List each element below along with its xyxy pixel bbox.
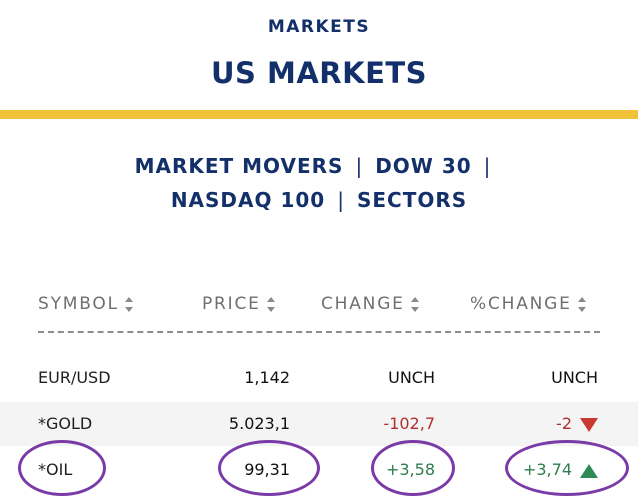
- table-row[interactable]: EUR/USD 1,142 UNCH UNCH: [0, 356, 638, 400]
- column-header-symbol[interactable]: SYMBOL: [38, 294, 133, 314]
- symbol-cell: *OIL: [38, 460, 73, 479]
- gold-divider: [0, 110, 638, 119]
- column-header-label: %CHANGE: [470, 294, 572, 314]
- nav-link-market-movers[interactable]: MARKET MOVERS: [134, 154, 344, 178]
- column-header-label: PRICE: [202, 294, 261, 314]
- nav-separator: |: [483, 154, 492, 178]
- price-cell: 1,142: [244, 368, 290, 387]
- column-header-pct-change[interactable]: %CHANGE: [470, 294, 586, 314]
- column-header-change[interactable]: CHANGE: [321, 294, 419, 314]
- price-cell: 99,31: [244, 460, 290, 479]
- sort-arrows-icon: [577, 296, 586, 312]
- table-row[interactable]: *GOLD 5.023,1 -102,7 -2: [0, 402, 638, 446]
- table-row[interactable]: *OIL 99,31 +3,58 +3,74: [0, 448, 638, 492]
- nav-link-nasdaq-100[interactable]: NASDAQ 100: [170, 188, 326, 212]
- pct-change-value: -2: [556, 414, 572, 433]
- symbol-cell: *GOLD: [38, 414, 93, 433]
- symbol-cell: EUR/USD: [38, 368, 111, 387]
- price-cell: 5.023,1: [228, 414, 290, 433]
- pct-change-cell: UNCH: [551, 368, 598, 387]
- triangle-up-icon: [580, 463, 598, 478]
- market-nav-row-2: NASDAQ 100 | SECTORS: [0, 188, 638, 212]
- change-cell: UNCH: [388, 368, 435, 387]
- column-header-label: SYMBOL: [38, 294, 119, 314]
- column-header-price[interactable]: PRICE: [202, 294, 275, 314]
- nav-link-dow-30[interactable]: DOW 30: [375, 154, 472, 178]
- nav-link-sectors[interactable]: SECTORS: [356, 188, 468, 212]
- pct-change-cell: -2: [556, 414, 598, 433]
- page-title: US MARKETS: [210, 56, 428, 90]
- pct-change-value: +3,74: [522, 460, 572, 479]
- triangle-down-icon: [580, 417, 598, 432]
- sort-arrows-icon: [266, 296, 275, 312]
- header-divider: [38, 331, 600, 333]
- sort-arrows-icon: [124, 296, 133, 312]
- nav-separator: |: [355, 154, 364, 178]
- column-header-label: CHANGE: [321, 294, 405, 314]
- table-header: SYMBOL PRICE CHANGE %CHANGE: [0, 294, 638, 320]
- pct-change-cell: +3,74: [523, 460, 598, 479]
- market-nav-row-1: MARKET MOVERS | DOW 30 |: [0, 154, 638, 178]
- change-cell: +3,58: [385, 460, 435, 479]
- section-eyebrow: MARKETS: [267, 17, 371, 37]
- change-cell: -102,7: [383, 414, 435, 433]
- sort-arrows-icon: [410, 296, 419, 312]
- nav-separator: |: [337, 188, 345, 212]
